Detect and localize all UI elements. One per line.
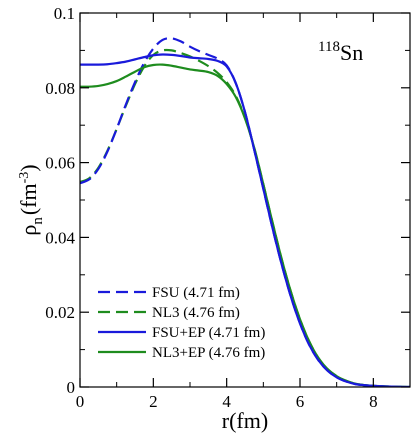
nucleus-annotation: 118Sn [318, 39, 363, 65]
y-tick-label: 0 [67, 378, 76, 397]
y-tick-label: 0.1 [54, 4, 75, 23]
legend-label: NL3 (4.76 fm) [152, 305, 240, 321]
y-axis-label-symbol: ρ [16, 225, 41, 236]
x-tick-label: 6 [296, 392, 305, 411]
legend-label: NL3+EP (4.76 fm) [152, 345, 265, 361]
nucleus-element: Sn [340, 40, 363, 65]
nucleus-mass-number: 118 [318, 39, 340, 55]
tick-layer: 0 2 4 6 8 0 0.02 0.04 0.06 0.08 0.1 [45, 4, 410, 411]
x-axis-label: r(fm) [222, 408, 268, 433]
y-axis-label-unit-sup: -3 [17, 172, 32, 184]
y-tick-label: 0.08 [45, 79, 75, 98]
x-tick-label: 8 [369, 392, 378, 411]
legend-label: FSU (4.71 fm) [152, 285, 240, 301]
svg-text:ρn(fm-3): ρn (fm-3) [16, 164, 46, 235]
y-axis-label: ρn (fm-3) [16, 164, 46, 235]
y-axis-label-unit-close: ) [16, 164, 41, 171]
legend-label: FSU+EP (4.71 fm) [152, 325, 265, 341]
x-tick-label: 0 [76, 392, 85, 411]
y-tick-label: 0.04 [45, 228, 75, 247]
y-axis-label-unit-open: (fm [16, 183, 41, 215]
x-tick-label: 4 [222, 392, 231, 411]
y-tick-label: 0.02 [45, 303, 75, 322]
x-tick-label: 2 [149, 392, 158, 411]
series-line [80, 53, 410, 387]
series-layer [80, 37, 410, 387]
y-tick-label: 0.06 [45, 154, 75, 173]
y-axis-label-subscript: n [30, 217, 46, 225]
legend: FSU (4.71 fm) NL3 (4.76 fm) FSU+EP (4.71 f… [98, 285, 265, 361]
